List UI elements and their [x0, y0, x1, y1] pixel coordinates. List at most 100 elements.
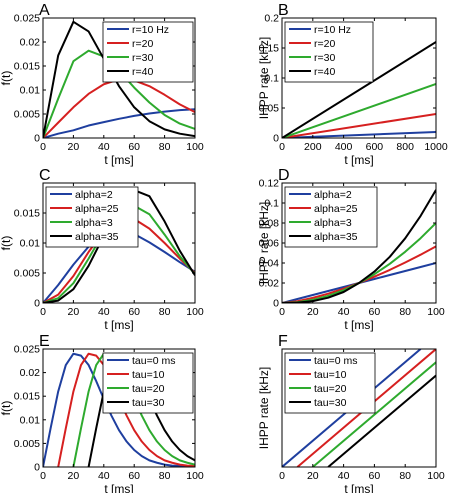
x-axis-label: t [ms] — [104, 482, 133, 493]
y-tick-label: 0.02 — [20, 37, 41, 49]
y-tick-label: 0.05 — [259, 103, 280, 115]
x-tick-label: 80 — [159, 470, 171, 482]
legend: r=10 Hz r=20 r=30 r=40 — [102, 21, 194, 83]
panel-letter: F — [278, 333, 288, 350]
series-line — [43, 352, 195, 467]
panel-letter: E — [39, 333, 50, 350]
legend-label: tau=10 — [132, 369, 165, 381]
x-axis-label: t [ms] — [104, 153, 133, 167]
x-tick-label: 0 — [40, 141, 46, 153]
y-tick-label: 0.005 — [14, 268, 40, 280]
x-tick-label: 20 — [68, 141, 80, 153]
legend: r=10 Hz r=20 r=30 r=40 — [284, 21, 374, 83]
x-tick-label: 40 — [98, 306, 110, 318]
y-axis-label: f(t) — [0, 401, 13, 416]
series-line — [282, 189, 436, 303]
y-tick-label: 0.015 — [14, 208, 40, 220]
x-tick-label: 0 — [40, 470, 46, 482]
series-line — [282, 131, 436, 138]
y-tick-label: 0.02 — [20, 367, 41, 379]
legend-label: r=20 — [314, 38, 335, 50]
legend-label: tau=10 — [314, 369, 347, 381]
panel-letter: A — [39, 2, 50, 19]
x-tick-label: 20 — [307, 470, 319, 482]
y-tick-label: 0.005 — [14, 438, 40, 450]
x-tick-label: 0 — [279, 141, 285, 153]
x-tick-label: 60 — [369, 470, 381, 482]
panel-a: A 0 20 40 60 80 100 0 0.005 0.01 0.015 0.02 0.025 t [… — [0, 2, 204, 167]
series-group — [282, 41, 436, 138]
x-tick-label: 0 — [40, 306, 46, 318]
y-tick-label: 0.005 — [14, 109, 40, 121]
x-tick-label: 60 — [128, 306, 140, 318]
x-tick-label: 200 — [304, 141, 322, 153]
x-tick-label: 100 — [186, 306, 204, 318]
x-tick-label: 600 — [366, 141, 384, 153]
y-tick-label: 0.015 — [14, 391, 40, 403]
y-tick-label: 0 — [34, 298, 40, 310]
y-tick-label: 0.025 — [14, 344, 40, 356]
series-line — [43, 108, 195, 138]
series-line — [57, 352, 195, 467]
panel-letter: C — [39, 167, 51, 184]
x-tick-label: 0 — [279, 470, 285, 482]
legend-label: tau=30 — [314, 397, 347, 409]
x-tick-label: 100 — [427, 306, 445, 318]
series-line — [43, 20, 195, 138]
legend-label: r=10 Hz — [132, 24, 169, 36]
legend-label: r=30 — [132, 52, 153, 64]
legend-label: tau=20 — [314, 383, 347, 395]
panel-letter: D — [278, 167, 290, 184]
y-axis-label: IHPP rate [kHz] — [257, 202, 271, 284]
series-line — [282, 41, 436, 138]
x-tick-label: 80 — [159, 141, 171, 153]
axes-frame — [281, 348, 437, 468]
y-tick-label: 0.01 — [20, 85, 41, 97]
series-line — [43, 78, 195, 138]
legend-label: tau=30 — [132, 397, 165, 409]
y-tick-label: 0.08 — [259, 218, 280, 230]
x-tick-label: 40 — [98, 470, 110, 482]
panel-letter: B — [278, 2, 289, 19]
y-tick-label: 0.06 — [259, 238, 280, 250]
legend-label: alpha=35 — [75, 231, 119, 243]
series-line — [327, 374, 436, 467]
legend-label: alpha=3 — [75, 217, 113, 229]
legend-label: alpha=25 — [314, 203, 358, 215]
legend-label: alpha=2 — [75, 189, 113, 201]
series-group — [282, 189, 436, 303]
y-tick-label: 0.15 — [259, 43, 280, 55]
y-axis-label: IHPP rate [kHz] — [257, 37, 271, 119]
legend-label: tau=0 ms — [314, 355, 357, 367]
legend-label: alpha=25 — [75, 203, 119, 215]
y-tick-label: 0.01 — [20, 414, 41, 426]
legend-label: r=20 — [132, 38, 153, 50]
panel-c: C 0 20 40 60 80 100 0 0.005 0.01 0.015 t [ms] f(t) al… — [0, 167, 204, 332]
series-line — [312, 361, 436, 467]
x-tick-label: 60 — [128, 141, 140, 153]
x-tick-label: 100 — [186, 470, 204, 482]
x-axis-label: t [ms] — [344, 482, 373, 493]
y-tick-label: 0.015 — [14, 61, 40, 73]
axes-frame — [42, 17, 196, 139]
legend: tau=0 ms tau=10 tau=20 tau=30 — [102, 352, 194, 414]
y-tick-label: 0.12 — [259, 178, 280, 190]
y-tick-label: 0.02 — [259, 278, 280, 290]
legend-label: tau=20 — [132, 383, 165, 395]
panel-b: B 0 200 400 600 800 1000 0 0.05 0.1 0.15 0.2 t [ms] I… — [257, 2, 448, 167]
x-tick-label: 0 — [279, 306, 285, 318]
x-tick-label: 100 — [186, 141, 204, 153]
x-tick-label: 40 — [338, 470, 350, 482]
x-tick-label: 20 — [68, 470, 80, 482]
legend-label: r=40 — [132, 66, 153, 78]
y-tick-label: 0 — [34, 462, 40, 474]
legend: alpha=2 alpha=25 alpha=3 alpha=35 — [45, 186, 139, 248]
legend-label: tau=0 ms — [132, 355, 175, 367]
y-tick-label: 0.01 — [20, 238, 41, 250]
legend: alpha=2 alpha=25 alpha=3 alpha=35 — [284, 186, 378, 248]
x-tick-label: 800 — [396, 141, 414, 153]
x-tick-label: 400 — [335, 141, 353, 153]
x-tick-label: 80 — [399, 306, 411, 318]
panel-f: F 0 20 40 60 80 100 t [ms] IHPP rate [kHz] tau=0 … — [257, 333, 445, 493]
